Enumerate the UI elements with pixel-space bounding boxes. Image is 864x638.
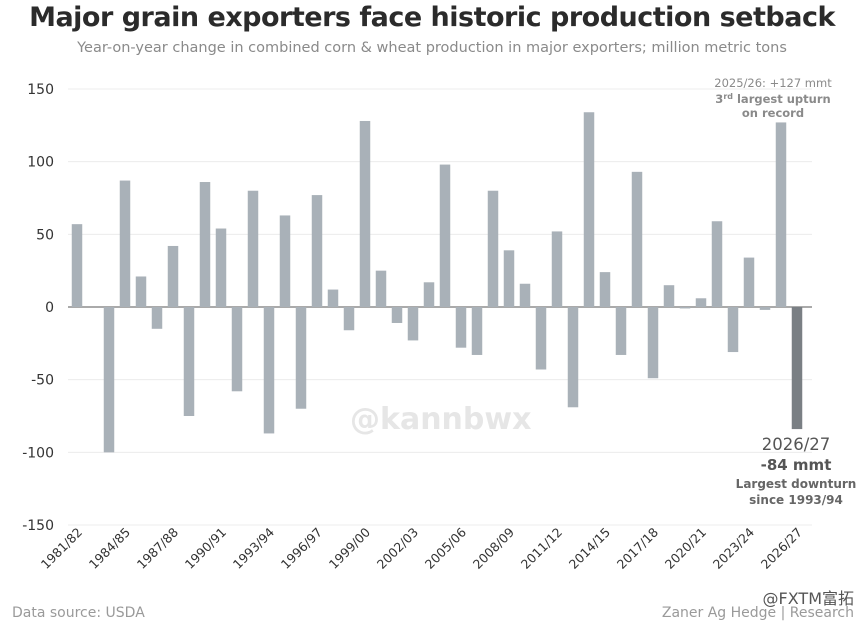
x-tick-label: 1993/94 [230, 524, 277, 571]
chart-title: Major grain exporters face historic prod… [29, 2, 835, 33]
bar-1995/96 [295, 307, 307, 409]
x-tick-label: 1984/85 [86, 525, 133, 572]
bar-1992/93 [247, 190, 259, 307]
upturn-annotation-line1: 2025/26: +127 mmt [714, 76, 832, 90]
y-tick-label: -150 [22, 518, 54, 534]
bar-2011/12 [551, 231, 563, 307]
bar-1988/89 [183, 307, 195, 416]
bar-2006/07 [471, 307, 483, 355]
bar-2020/21 [695, 298, 707, 307]
bar-2026/27 [791, 307, 803, 430]
bar-1981/82 [71, 224, 83, 307]
bar-2012/13 [567, 307, 579, 408]
bar-1984/85 [119, 180, 131, 307]
fxtm-logo: @FXTM富拓 [762, 589, 854, 608]
downturn-annotation-value: -84 mmt [761, 456, 832, 474]
watermark: @kannbwx [350, 402, 532, 437]
bar-1983/84 [103, 307, 115, 453]
bar-2002/03 [407, 307, 419, 341]
y-tick-label: 50 [36, 227, 54, 243]
x-tick-label: 1996/97 [278, 525, 325, 572]
bar-2007/08 [487, 190, 499, 307]
bar-1989/90 [199, 182, 211, 307]
y-tick-label: 150 [27, 82, 54, 98]
downturn-annotation: 2026/27 -84 mmt Largest downturn since 1… [736, 435, 857, 507]
x-tick-labels: 1981/82 1984/85 1987/88 1990/91 1993/94 1996/… [38, 524, 805, 571]
upturn-annotation: 2025/26: +127 mmt 3rd largest upturn on … [714, 76, 832, 120]
x-tick-label: 2026/27 [758, 525, 805, 572]
bar-2014/15 [599, 272, 611, 307]
upturn-annotation-line2: 3rd largest upturn [715, 92, 830, 106]
bar-1990/91 [215, 228, 227, 307]
bar-2004/05 [439, 164, 451, 307]
x-tick-label: 2005/06 [422, 524, 469, 571]
x-tick-label: 2023/24 [710, 524, 757, 571]
bar-2005/06 [455, 307, 467, 348]
y-tick-label: -100 [22, 445, 54, 461]
x-tick-label: 2020/21 [662, 525, 709, 572]
bar-2013/14 [583, 112, 595, 308]
bar-1993/94 [263, 307, 275, 434]
bar-2021/22 [711, 221, 723, 307]
bar-1994/95 [279, 215, 291, 307]
x-tick-label: 1999/00 [326, 524, 373, 571]
chart-subtitle: Year-on-year change in combined corn & w… [77, 40, 787, 56]
data-source: Data source: USDA [12, 605, 145, 621]
bar-2008/09 [503, 250, 515, 307]
upturn-annotation-line3: on record [742, 106, 804, 120]
bar-2000/01 [375, 270, 387, 307]
x-tick-label: 2002/03 [374, 525, 421, 572]
bar-2022/23 [727, 307, 739, 353]
bar-2019/20 [679, 307, 691, 309]
bar-2009/10 [519, 283, 531, 307]
bar-2017/18 [647, 307, 659, 379]
y-tick-label: 100 [27, 155, 54, 171]
x-tick-label: 2008/09 [470, 524, 517, 571]
credit-text: Zaner Ag Hedge | Research [661, 605, 854, 621]
downturn-annotation-season: 2026/27 [762, 435, 831, 454]
bar-2003/04 [423, 282, 435, 307]
bar-2010/11 [535, 307, 547, 370]
x-tick-label: 2017/18 [614, 524, 661, 571]
y-tick-label: -50 [31, 373, 54, 389]
bar-1987/88 [167, 245, 179, 307]
bar-2023/24 [743, 257, 755, 307]
bar-2015/16 [615, 307, 627, 355]
bar-2018/19 [663, 285, 675, 307]
y-tick-label: 0 [45, 300, 54, 316]
bar-2016/17 [631, 171, 643, 307]
bar-1998/99 [343, 307, 355, 331]
x-tick-label: 2014/15 [566, 525, 613, 572]
downturn-annotation-line4: since 1993/94 [749, 493, 843, 507]
bars-layer [71, 112, 803, 453]
bar-2001/02 [391, 307, 403, 323]
x-tick-label: 1990/91 [182, 525, 229, 572]
bar-1991/92 [231, 307, 243, 392]
x-tick-label: 1987/88 [134, 524, 181, 571]
bar-1986/87 [151, 307, 163, 329]
x-tick-label: 2011/12 [518, 525, 565, 572]
bar-1999/00 [359, 120, 371, 308]
bar-2025/26 [775, 122, 787, 307]
bar-2024/25 [759, 307, 771, 310]
bar-1996/97 [311, 195, 323, 307]
y-tick-labels: 150 100 50 0 -50 -100 -150 [22, 82, 54, 534]
credit-line: Zaner Ag Hedge | Research [662, 605, 854, 621]
downturn-annotation-line3: Largest downturn [736, 477, 857, 491]
bar-1985/86 [135, 276, 147, 307]
bar-1997/98 [327, 289, 339, 307]
